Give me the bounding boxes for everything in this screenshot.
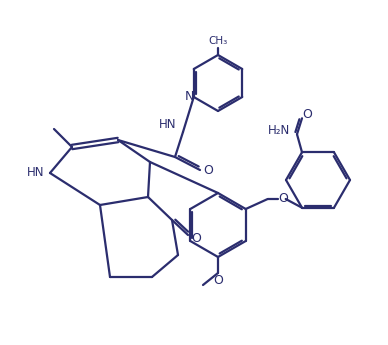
Text: O: O	[278, 193, 288, 206]
Text: N: N	[185, 90, 194, 104]
Text: HN: HN	[159, 118, 177, 130]
Text: H₂N: H₂N	[268, 124, 290, 137]
Text: O: O	[203, 164, 213, 177]
Text: O: O	[191, 233, 201, 246]
Text: O: O	[302, 108, 312, 121]
Text: O: O	[213, 275, 223, 287]
Text: HN: HN	[27, 167, 45, 179]
Text: CH₃: CH₃	[208, 36, 228, 46]
